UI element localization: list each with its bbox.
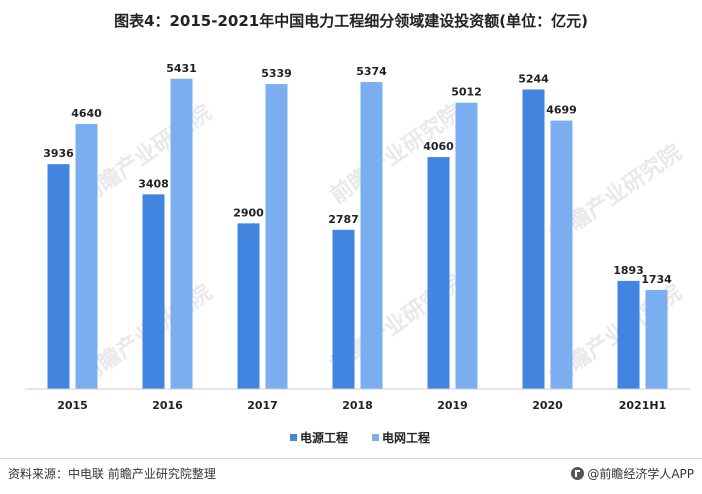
footer-divider — [0, 458, 702, 459]
bar-power-grid-2015 — [75, 123, 98, 390]
x-tick-label: 2017 — [247, 399, 278, 412]
bars — [47, 78, 668, 390]
data-label: 1734 — [641, 273, 672, 286]
bar-power-source-2017 — [237, 223, 260, 389]
brand-label: @前瞻经济学人APP — [587, 467, 694, 481]
bar-power-grid-2021H1 — [645, 289, 668, 389]
data-label: 2900 — [233, 206, 264, 219]
chart-title: 图表4：2015-2021年中国电力工程细分领域建设投资额(单位：亿元) — [114, 12, 588, 30]
value-labels: 3936 4640 3408 5431 2900 5339 2787 5374 4060 5012… — [43, 62, 672, 286]
x-tick-label: 2016 — [152, 399, 183, 412]
legend-swatch — [372, 434, 379, 441]
bar-power-grid-2020 — [550, 120, 573, 390]
bar-power-source-2021H1 — [617, 280, 640, 389]
data-label: 4699 — [546, 104, 577, 117]
legend: 电源工程 电网工程 — [290, 430, 430, 445]
bar-power-source-2016 — [142, 194, 165, 389]
bar-power-source-2015 — [47, 164, 70, 389]
source-note: 资料来源：中电联 前瞻产业研究院整理 — [8, 467, 216, 481]
x-tick-label: 2020 — [532, 399, 563, 412]
data-label: 4640 — [71, 107, 102, 120]
data-label: 4060 — [423, 140, 454, 153]
data-label: 5339 — [261, 67, 292, 80]
bar-power-grid-2017 — [265, 84, 288, 390]
legend-swatch — [290, 434, 297, 441]
data-label: 5244 — [518, 72, 549, 85]
x-tick-label: 2018 — [342, 399, 373, 412]
x-tick-label: 2019 — [437, 399, 468, 412]
bar-power-grid-2016 — [170, 78, 193, 390]
legend-label: 电网工程 — [382, 430, 430, 445]
data-label: 3936 — [43, 147, 74, 160]
bar-power-source-2018 — [332, 229, 355, 389]
data-label: 5374 — [356, 65, 387, 78]
data-label: 3408 — [138, 177, 169, 190]
legend-label: 电源工程 — [300, 430, 348, 445]
bar-power-source-2020 — [522, 89, 545, 389]
bar-power-source-2019 — [427, 157, 450, 389]
data-label: 5012 — [451, 86, 482, 99]
bar-power-grid-2018 — [360, 82, 383, 389]
brand-logo-icon — [571, 467, 585, 480]
data-label: 2787 — [328, 213, 359, 226]
x-tick-labels: 2015 2016 2017 2018 2019 2020 2021H1 — [57, 399, 666, 412]
x-tick-label: 2015 — [57, 399, 88, 412]
x-tick-label: 2021H1 — [619, 399, 666, 412]
brand-credit: @前瞻经济学人APP — [571, 465, 694, 482]
data-label: 5431 — [166, 62, 197, 75]
bar-power-grid-2019 — [455, 102, 478, 389]
data-label: 1893 — [613, 264, 644, 277]
